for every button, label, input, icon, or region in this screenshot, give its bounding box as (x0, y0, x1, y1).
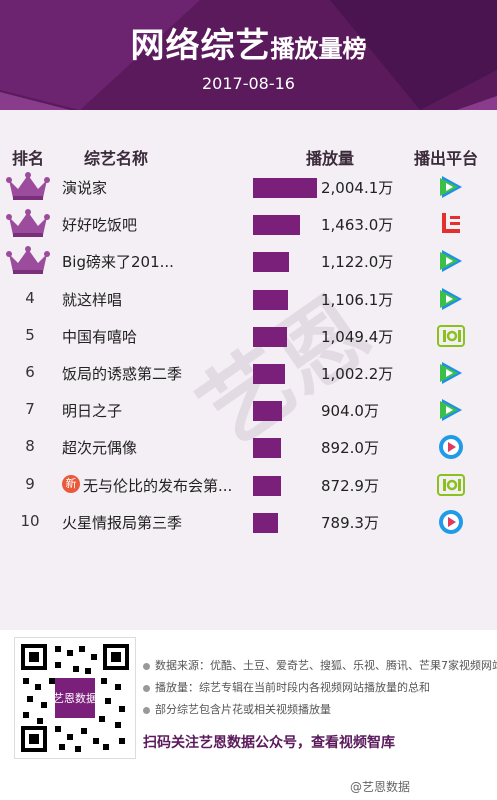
rank-number: 7 (25, 400, 35, 419)
show-name: 火星情报局第三季 (62, 512, 182, 533)
column-header-rank: 排名 (12, 149, 45, 168)
table-row[interactable]: 8 超次元偶像 892.0万 (0, 427, 497, 467)
bullet-icon (143, 684, 150, 692)
bar (253, 178, 317, 198)
table-row[interactable]: 4 就这样唱 1,106.1万 (0, 279, 497, 319)
crown-icon (6, 171, 50, 203)
tencent-video-icon (437, 173, 465, 201)
youku-icon (437, 433, 465, 461)
qr-logo-text: 艺恩数据 (53, 691, 97, 705)
show-name: 明日之子 (62, 400, 122, 421)
title-main: 网络综艺 (130, 26, 271, 66)
table-row[interactable]: 9 新无与伦比的发布会第... 872.9万 (0, 465, 497, 505)
view-count-label: 1,049.4万 (321, 327, 394, 346)
show-name: Big磅来了201... (62, 251, 174, 272)
rank-number: 5 (25, 325, 35, 344)
table-row[interactable]: 7 明日之子 904.0万 (0, 390, 497, 430)
show-name: 新无与伦比的发布会第... (62, 474, 233, 496)
column-header-platform: 播出平台 (414, 149, 479, 168)
view-count-label: 789.3万 (321, 513, 379, 532)
column-header-views: 播放量 (306, 149, 355, 168)
show-name: 好好吃饭吧 (62, 214, 137, 235)
rank-number: 10 (20, 511, 40, 530)
date-label: 2017-08-16 (202, 74, 295, 93)
tencent-video-icon (437, 247, 465, 275)
view-count-label: 892.0万 (321, 439, 379, 458)
table-row[interactable]: 5 中国有嘻哈 1,049.4万 (0, 316, 497, 356)
bar (253, 252, 289, 273)
rank-number: 4 (25, 288, 35, 307)
rank-number: 6 (25, 363, 35, 381)
bar (253, 475, 281, 496)
tencent-video-icon (437, 359, 465, 387)
show-name: 演说家 (62, 177, 107, 198)
tencent-video-icon (437, 396, 465, 424)
bullet-icon (143, 662, 150, 670)
show-name: 超次元偶像 (62, 437, 137, 458)
bar (253, 512, 279, 533)
show-name-text: 明日之子 (62, 402, 123, 421)
column-header-name: 综艺名称 (84, 149, 149, 168)
bar (253, 326, 287, 347)
show-name-text: 就这样唱 (62, 290, 123, 309)
iqiyi-icon (437, 322, 465, 350)
show-name: 就这样唱 (62, 289, 122, 310)
view-count-label: 1,002.2万 (321, 365, 394, 383)
table-row[interactable]: Big磅来了201... 1,122.0万 (0, 241, 497, 281)
view-count-label: 872.9万 (321, 476, 379, 495)
letv-icon (437, 210, 465, 238)
view-count-label: 1,463.0万 (321, 216, 394, 235)
show-name-text: 无与伦比的发布会第... (83, 476, 233, 495)
note-source-text: 数据来源：优酷、土豆、爱奇艺、搜狐、乐视、腾讯、芒果7家视频网站 (155, 659, 497, 672)
weibo-handle[interactable]: @艺恩数据 (350, 780, 411, 794)
note-clips-text: 部分综艺包含片花或相关视频播放量 (155, 703, 331, 716)
rank-number: 8 (25, 437, 35, 456)
table-row[interactable]: 10 火星情报局第三季 789.3万 (0, 502, 497, 542)
bar (253, 401, 282, 422)
show-name-text: 演说家 (62, 179, 108, 197)
bar (253, 289, 289, 310)
note-source: 数据来源：优酷、土豆、爱奇艺、搜狐、乐视、腾讯、芒果7家视频网站 (143, 657, 497, 673)
qr-code-image: 艺恩数据 (21, 644, 129, 752)
show-name-text: 饭局的诱惑第二季 (62, 365, 183, 383)
show-name-text: 好好吃饭吧 (62, 216, 138, 235)
view-count-label: 1,106.1万 (321, 290, 394, 309)
show-name-text: 中国有嘻哈 (62, 327, 138, 346)
iqiyi-icon (437, 471, 465, 499)
page-title: 网络综艺播放量榜 (0, 18, 497, 67)
view-count-label: 904.0万 (321, 402, 379, 421)
note-views-text: 播放量：综艺专辑在当前时段内各视频网站播放量的总和 (155, 681, 430, 694)
bullet-icon (143, 706, 150, 714)
table-row[interactable]: 演说家 2,004.1万 (0, 167, 497, 207)
call-to-action: 扫码关注艺恩数据公众号，查看视频智库 (143, 735, 395, 751)
table-row[interactable]: 好好吃饭吧 1,463.0万 (0, 204, 497, 244)
qr-code[interactable]: 艺恩数据 (14, 637, 136, 759)
show-name-text: 火星情报局第三季 (62, 513, 183, 532)
ranking-panel (0, 110, 497, 630)
new-badge: 新 (62, 474, 80, 493)
note-views: 播放量：综艺专辑在当前时段内各视频网站播放量的总和 (143, 679, 430, 695)
table-row[interactable]: 6 饭局的诱惑第二季 1,002.2万 (0, 353, 497, 393)
rank-number: 9 (25, 474, 35, 493)
note-clips: 部分综艺包含片花或相关视频播放量 (143, 701, 331, 717)
view-count-label: 2,004.1万 (321, 179, 394, 197)
bar (253, 364, 285, 384)
bar (253, 438, 282, 459)
tencent-video-icon (437, 285, 465, 313)
youku-icon (437, 508, 465, 536)
show-name-text: Big磅来了201... (62, 253, 174, 272)
crown-icon (6, 208, 50, 240)
crown-icon (6, 245, 50, 277)
view-count-label: 1,122.0万 (321, 253, 394, 272)
show-name: 中国有嘻哈 (62, 326, 137, 347)
show-name-text: 超次元偶像 (62, 439, 138, 458)
title-sub: 播放量榜 (270, 35, 367, 63)
show-name: 饭局的诱惑第二季 (62, 363, 182, 384)
bar (253, 215, 300, 236)
